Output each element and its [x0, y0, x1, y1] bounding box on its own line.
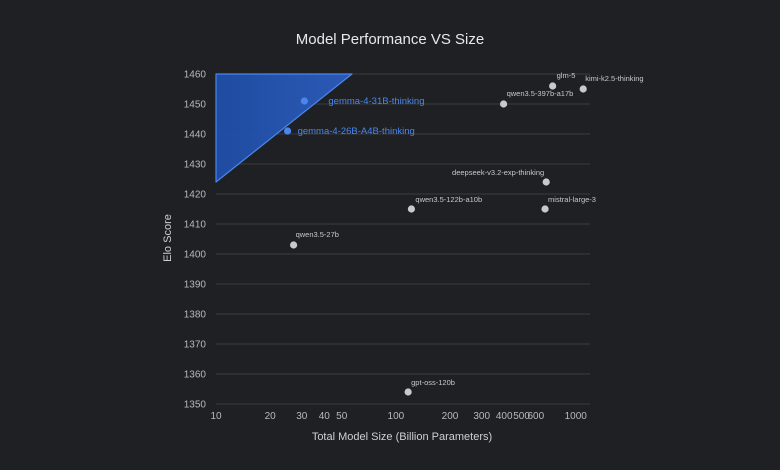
- y-tick-label: 1430: [184, 160, 207, 171]
- x-tick-label: 500: [513, 411, 530, 422]
- point-label: deepseek-v3.2-exp-thinking: [452, 168, 544, 177]
- y-tick-label: 1390: [184, 280, 207, 291]
- y-tick-label: 1410: [184, 220, 207, 231]
- x-tick-label: 1000: [565, 411, 588, 422]
- x-tick-label: 30: [296, 411, 308, 422]
- chart-title: Model Performance VS Size: [296, 31, 484, 48]
- data-point: [300, 97, 308, 105]
- highlight-region: [215, 73, 353, 183]
- point-label: gemma-4-31B-thinking: [328, 96, 424, 107]
- data-point: [541, 205, 549, 213]
- x-tick-label: 40: [319, 411, 331, 422]
- x-tick-label: 600: [528, 411, 545, 422]
- point-label: qwen3.5-27b: [296, 230, 339, 239]
- x-tick-label: 100: [388, 411, 405, 422]
- data-point: [542, 178, 550, 186]
- data-point: [289, 241, 298, 249]
- x-tick-label: 300: [473, 411, 490, 422]
- x-tick-label: 400: [496, 411, 513, 422]
- point-label: mistral-large-3: [548, 195, 596, 204]
- data-point: [579, 85, 587, 93]
- y-tick-label: 1450: [184, 100, 207, 111]
- y-tick-label: 1400: [184, 250, 207, 261]
- y-tick-label: 1350: [184, 400, 207, 411]
- data-point: [407, 205, 416, 213]
- point-label: gemma-4-26B-A4B-thinking: [298, 126, 415, 137]
- x-axis-title: Total Model Size (Billion Parameters): [312, 431, 492, 443]
- highlight-region-layer: [215, 73, 353, 183]
- x-tick-label: 200: [442, 411, 459, 422]
- point-label: glm-5: [557, 71, 576, 80]
- data-point: [404, 388, 412, 396]
- y-tick-label: 1380: [184, 310, 207, 321]
- point-label: gpt-oss-120b: [411, 378, 455, 387]
- data-point: [499, 100, 508, 108]
- y-tick-label: 1460: [184, 70, 207, 81]
- y-axis-title: Elo Score: [162, 214, 174, 262]
- data-point: [549, 82, 557, 90]
- y-tick-label: 1370: [184, 340, 207, 351]
- x-tick-label: 50: [336, 411, 348, 422]
- data-point: [283, 127, 292, 135]
- y-tick-label: 1420: [184, 190, 207, 201]
- y-tick-label: 1360: [184, 370, 207, 381]
- x-tick-label: 10: [210, 411, 222, 422]
- point-label: qwen3.5-122b-a10b: [415, 195, 482, 204]
- x-tick-label: 20: [265, 411, 277, 422]
- data-points: gemma-4-31B-thinking gemma-4-26B-A4B-thin…: [283, 71, 644, 396]
- axis-ticks: 1350 1360 1370 1380 1390 1400 1410 1420 1430 1440…: [184, 70, 588, 423]
- y-tick-label: 1440: [184, 130, 207, 141]
- point-label: qwen3.5-397b-a17b: [507, 89, 574, 98]
- point-label: kimi-k2.5-thinking: [585, 74, 643, 83]
